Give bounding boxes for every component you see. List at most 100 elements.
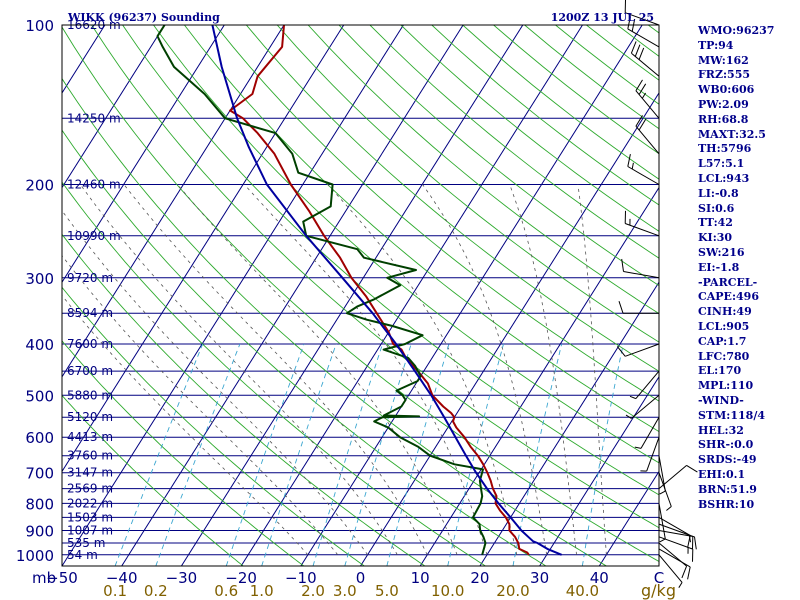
wind-barb (658, 523, 694, 550)
height-label: 5120 m (67, 410, 113, 424)
pressure-tick-label: 300 (25, 270, 54, 288)
moist-adiabat (123, 184, 428, 555)
mixing-ratio-label: 0.6 (214, 582, 238, 600)
pressure-tick-label: 500 (25, 387, 54, 405)
wind-barb (618, 301, 659, 314)
mixing-ratio-line (312, 343, 384, 566)
height-label: 14250 m (67, 111, 121, 125)
wind-barb (621, 258, 660, 279)
isotherm-line (479, 281, 659, 566)
dry-adiabat (369, 25, 659, 259)
dry-adiabat (62, 286, 365, 566)
moist-adiabat (422, 184, 548, 555)
height-label: 4413 m (67, 430, 113, 444)
moist-adiabat (327, 184, 518, 555)
index-item: SW:216 (698, 245, 745, 259)
pressure-tick-label: 800 (25, 495, 54, 513)
temperature-tick-label: −50 (46, 569, 78, 587)
index-item: TT:42 (698, 216, 733, 230)
mixing-ratio-label: 3.0 (333, 582, 357, 600)
dry-adiabat (62, 26, 659, 563)
index-item: LCL:905 (698, 319, 750, 333)
pressure-tick-label: 700 (25, 465, 54, 483)
index-item: CINH:49 (698, 305, 752, 319)
isotherm-line (62, 25, 166, 189)
mixing-ratio-label: 5.0 (375, 582, 399, 600)
wind-barb (627, 153, 660, 185)
temperature-tick-label: −10 (285, 569, 317, 587)
mixing-ratio-label: 20.0 (496, 582, 529, 600)
station-title: WIKK (96237) Sounding (67, 11, 220, 24)
isotherm-line (180, 25, 524, 566)
mixing-ratio-label: 1.0 (250, 582, 274, 600)
temperature-tick-label: 30 (530, 569, 549, 587)
isotherm-line (62, 25, 225, 284)
isotherm-line (360, 92, 659, 566)
wind-barb (634, 416, 660, 449)
pressure-tick-label: 400 (25, 336, 54, 354)
moist-adiabat (577, 184, 607, 555)
height-label: 10990 m (67, 229, 121, 243)
index-item: -PARCEL- (698, 275, 758, 289)
wind-barb (635, 115, 660, 155)
wind-barb (616, 343, 660, 357)
index-item: MW:162 (698, 53, 749, 67)
index-item: LFC:780 (698, 349, 750, 363)
pressure-unit-label: mb (32, 569, 56, 587)
height-label: 5880 m (67, 388, 113, 402)
isotherm-line (240, 25, 583, 566)
index-item: PW:2.09 (698, 97, 749, 111)
mixing-ratio-label: 2.0 (301, 582, 325, 600)
temperature-tick-label: −30 (166, 569, 198, 587)
height-label: 1007 m (67, 524, 113, 538)
dry-adiabat (307, 25, 659, 315)
height-label: 2022 m (67, 496, 113, 510)
isotherm-line (539, 375, 659, 566)
index-item: FRZ:555 (698, 68, 751, 82)
wind-barb (658, 503, 666, 543)
mixing-ratio-label: 40.0 (566, 582, 599, 600)
wind-barb (625, 394, 660, 419)
dry-adiabat (276, 25, 659, 343)
height-label: 2569 m (67, 482, 113, 496)
mixing-ratio-line (114, 343, 204, 566)
height-label: 12460 m (67, 178, 121, 192)
height-label: 7600 m (67, 337, 113, 351)
wind-barb (658, 542, 688, 579)
isotherm-line (62, 25, 404, 566)
moist-adiabat (244, 184, 488, 555)
wind-barb (658, 516, 691, 548)
temperature-unit-label: C (654, 569, 664, 587)
wind-barb (629, 370, 660, 400)
mixing-ratio-unit-label: g/kg (641, 581, 676, 600)
index-item: EL:170 (698, 364, 742, 378)
index-item: TP:94 (698, 38, 734, 52)
height-label: 9720 m (67, 271, 113, 285)
indices-panel: WMO:96237 TP:94 MW:162 FRZ:555 WB0:606 PW:2.0… (698, 24, 798, 512)
temperature-tick-label: 20 (470, 569, 489, 587)
index-item: SHR-:0.0 (698, 438, 754, 452)
mixing-ratio-line (225, 343, 305, 566)
isotherm-line (62, 25, 285, 378)
dry-adiabat (184, 25, 659, 433)
dry-adiabat (62, 340, 305, 566)
dry-adiabat (62, 181, 486, 566)
indices-list: WMO:96237 TP:94 MW:162 FRZ:555 WB0:606 PW:2.0… (698, 24, 798, 512)
parcel-line (211, 25, 562, 556)
mixing-ratio-line (447, 343, 504, 566)
index-item: CAPE:496 (698, 290, 759, 304)
index-item: BSHR:10 (698, 497, 755, 511)
pressure-tick-label: 900 (25, 523, 54, 541)
moist-adiabat (177, 184, 458, 555)
height-label: 1503 m (67, 510, 113, 524)
index-item: MPL:110 (698, 379, 754, 393)
index-item: LCL:943 (698, 171, 750, 185)
index-item: LI:-0.8 (698, 186, 739, 200)
dry-adiabat (245, 25, 659, 372)
temperature-line (229, 25, 530, 556)
dry-adiabat (62, 77, 607, 566)
height-label: 535 m (67, 536, 105, 550)
index-item: KI:30 (698, 231, 733, 245)
dry-adiabat (214, 25, 659, 402)
index-item: MAXT:32.5 (698, 127, 766, 141)
